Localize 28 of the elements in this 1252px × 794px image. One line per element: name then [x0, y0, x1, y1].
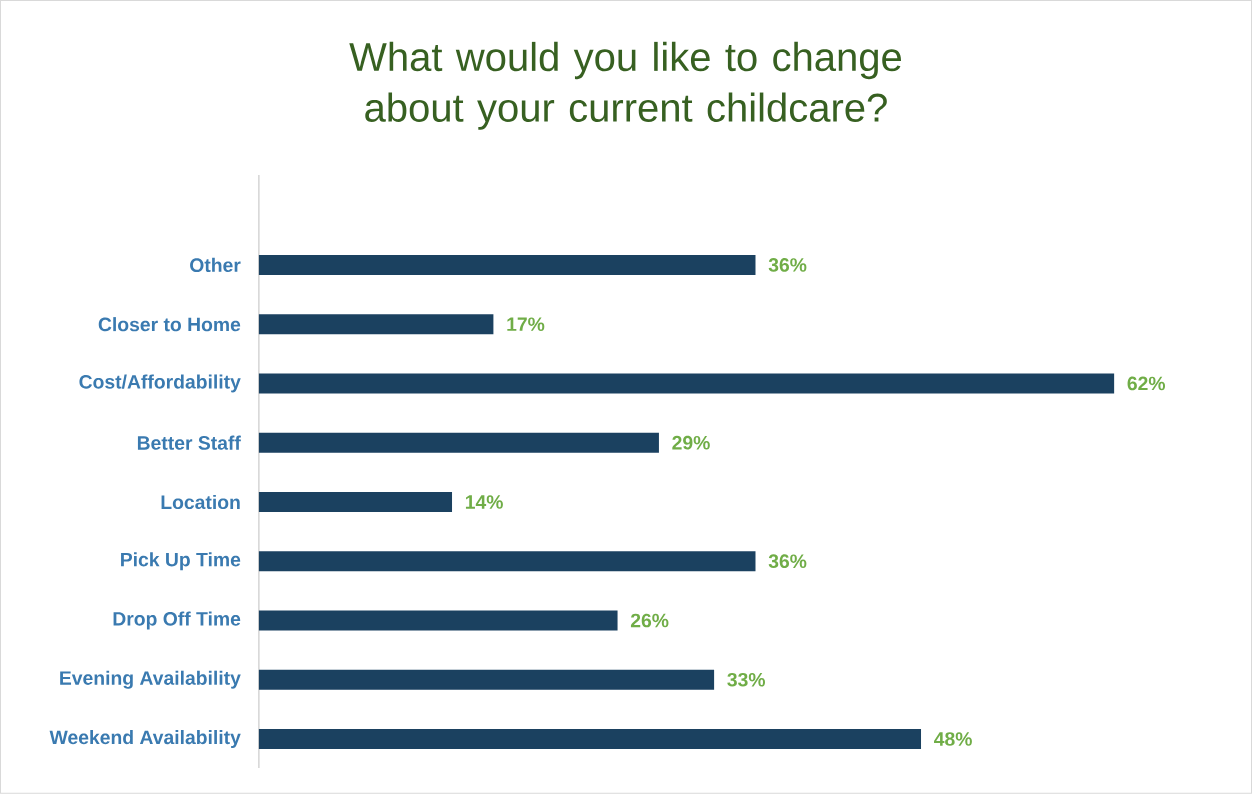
bar — [258, 551, 756, 572]
data-label: 14% — [465, 495, 503, 509]
y-tick-label: Weekend Availability — [49, 730, 241, 749]
y-tick-label: Other — [190, 257, 241, 273]
bar — [258, 610, 618, 631]
bar — [258, 669, 715, 690]
data-label: 29% — [672, 435, 710, 450]
y-tick-label: Location — [161, 494, 240, 510]
bar — [258, 492, 453, 513]
y-tick-label: Better Staff — [137, 435, 241, 450]
data-label: 62% — [1127, 376, 1166, 391]
data-label: 36% — [768, 554, 807, 569]
data-label: 17% — [507, 317, 545, 332]
bar — [258, 432, 659, 453]
bar — [258, 255, 756, 276]
data-label: 33% — [727, 672, 766, 687]
y-tick-label: Closer to Home — [98, 317, 241, 332]
data-label: 36% — [768, 258, 807, 272]
bar — [258, 373, 1115, 394]
chart-title: What would you like to change about your current childcare? — [349, 41, 902, 130]
y-tick-label: Drop Off Time — [113, 611, 241, 630]
data-label: 48% — [934, 732, 972, 746]
y-tick-label: Cost/Affordability — [79, 374, 241, 393]
bar — [258, 729, 922, 750]
y-tick-label: Evening Availability — [60, 670, 241, 689]
data-label: 26% — [630, 613, 669, 628]
y-tick-label: Pick Up Time — [121, 552, 241, 571]
bar — [258, 314, 494, 335]
